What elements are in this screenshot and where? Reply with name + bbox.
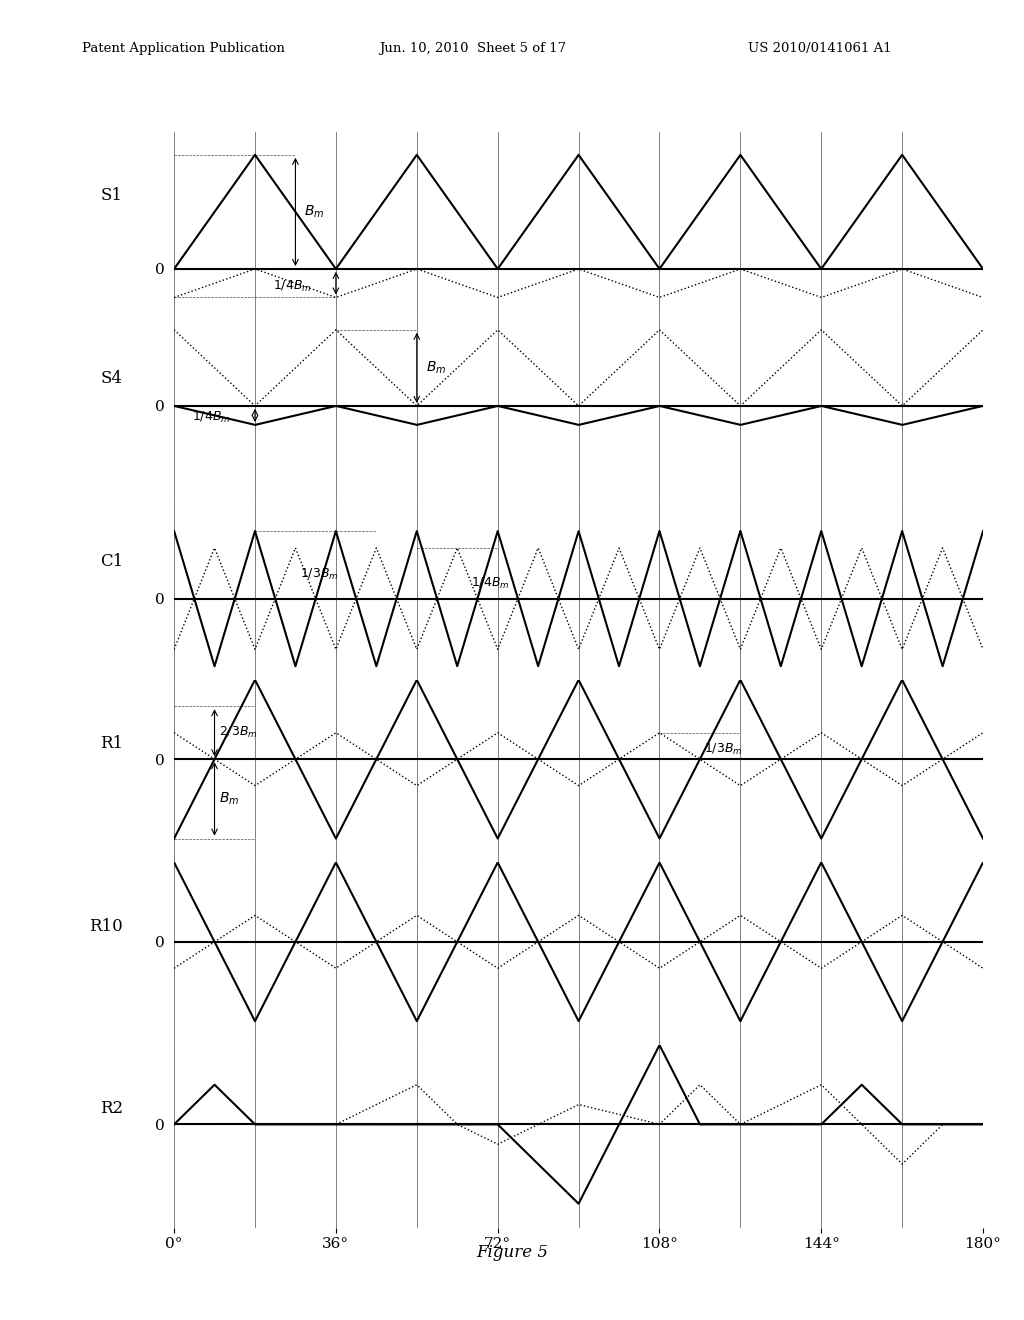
Text: Figure 5: Figure 5 — [476, 1243, 548, 1261]
Text: $1/4B_m$: $1/4B_m$ — [471, 576, 509, 591]
Text: S4: S4 — [101, 370, 123, 387]
Text: $B_m$: $B_m$ — [426, 359, 446, 376]
Text: S1: S1 — [101, 187, 123, 205]
Text: Patent Application Publication: Patent Application Publication — [82, 42, 285, 55]
Text: $1/4B_m$: $1/4B_m$ — [273, 279, 311, 293]
Text: US 2010/0141061 A1: US 2010/0141061 A1 — [748, 42, 891, 55]
Text: $1/3B_m$: $1/3B_m$ — [705, 742, 743, 758]
Text: R1: R1 — [99, 735, 123, 752]
Text: C1: C1 — [99, 553, 123, 570]
Text: $B_m$: $B_m$ — [219, 791, 240, 807]
Text: R2: R2 — [99, 1101, 123, 1118]
Text: $B_m$: $B_m$ — [304, 203, 325, 220]
Text: $1/4B_m$: $1/4B_m$ — [193, 409, 230, 425]
Text: $1/3B_m$: $1/3B_m$ — [300, 566, 339, 582]
Text: R10: R10 — [89, 917, 123, 935]
Text: $2/3 B_m$: $2/3 B_m$ — [219, 725, 258, 741]
Text: Jun. 10, 2010  Sheet 5 of 17: Jun. 10, 2010 Sheet 5 of 17 — [379, 42, 566, 55]
